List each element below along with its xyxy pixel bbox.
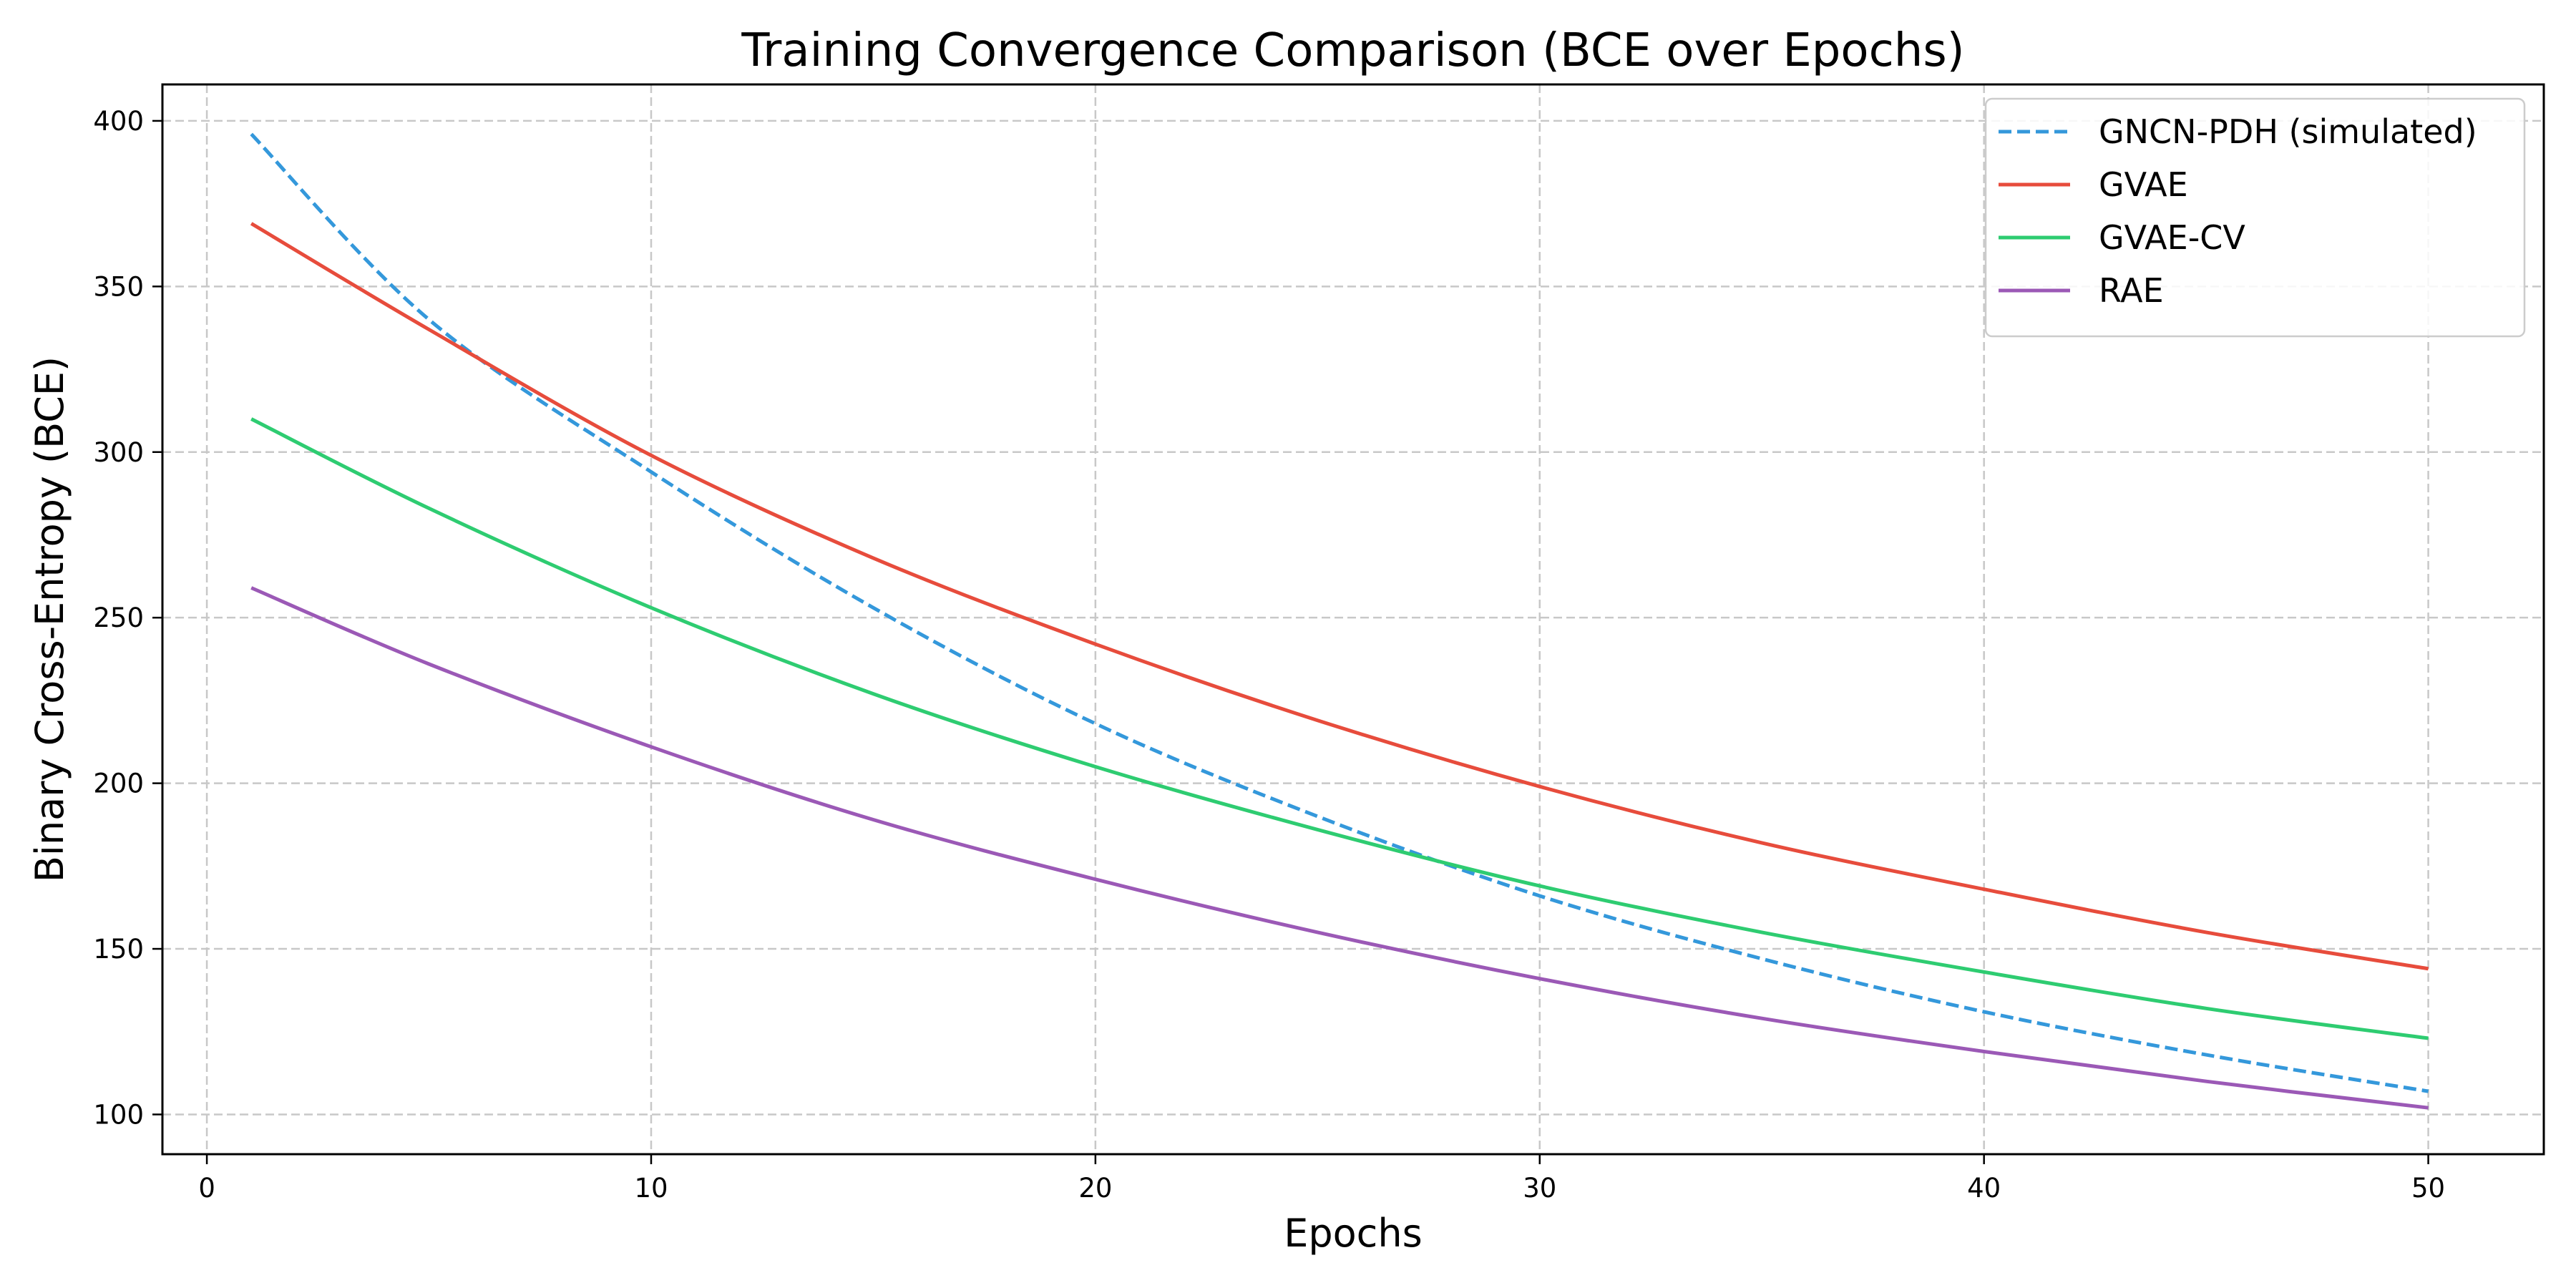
x-tick-label: 0	[198, 1173, 215, 1204]
y-tick-label: 200	[93, 769, 144, 799]
y-tick-label: 300	[93, 437, 144, 468]
y-tick-label: 400	[93, 106, 144, 137]
y-tick-label: 350	[93, 271, 144, 302]
x-tick-label: 50	[2411, 1173, 2445, 1204]
legend: GNCN-PDH (simulated) GVAE GVAE-CV RAE	[1984, 97, 2526, 338]
legend-label: GVAE	[2099, 165, 2188, 204]
x-axis-label: Epochs	[1284, 1211, 1422, 1256]
y-tick-label: 150	[93, 934, 144, 965]
y-tick-label: 250	[93, 602, 144, 633]
ticks: 0 10 20 30 40 50 100 150 200 250 300 350 400	[93, 106, 2445, 1204]
series-line-4	[250, 586, 2429, 1110]
x-tick-label: 20	[1078, 1173, 1112, 1204]
series-line-3	[250, 417, 2429, 1040]
chart-title: Training Convergence Comparison (BCE ove…	[741, 24, 1964, 77]
series-line-2	[250, 222, 2429, 971]
plot-frame	[161, 83, 2545, 1156]
legend-box	[1984, 97, 2526, 338]
y-axis-label: Binary Cross-Entropy (BCE)	[27, 356, 72, 882]
x-tick-label: 40	[1967, 1173, 2001, 1204]
series-line-1	[250, 132, 2429, 1093]
y-tick-label: 100	[93, 1099, 144, 1130]
legend-label: GVAE-CV	[2099, 218, 2245, 257]
x-tick-label: 10	[634, 1173, 668, 1204]
legend-label: RAE	[2099, 271, 2164, 310]
x-tick-label: 30	[1523, 1173, 1556, 1204]
series-lines	[250, 132, 2429, 1110]
legend-label: GNCN-PDH (simulated)	[2099, 112, 2477, 151]
